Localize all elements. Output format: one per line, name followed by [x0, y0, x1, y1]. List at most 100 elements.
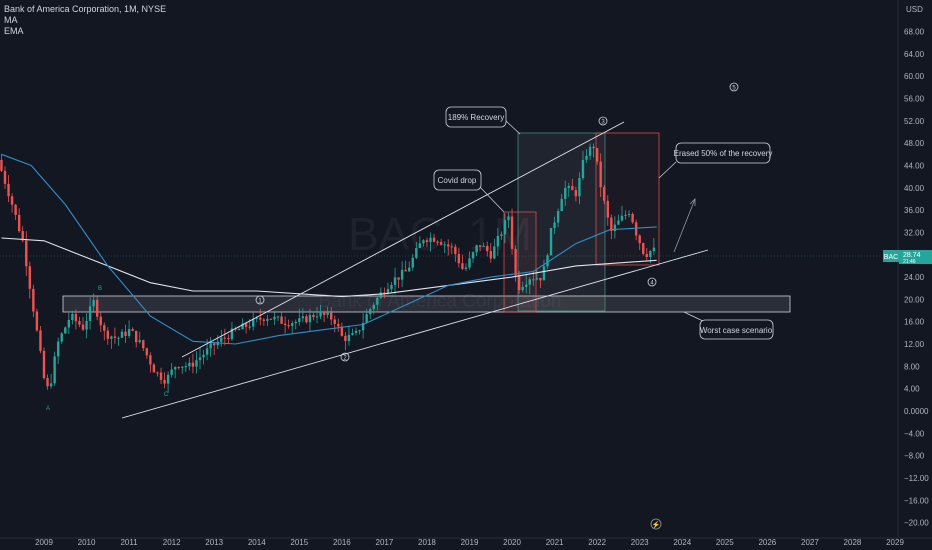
candle-body[interactable]: [213, 343, 216, 346]
candle-body[interactable]: [599, 161, 602, 188]
candle-body[interactable]: [39, 330, 42, 351]
candle-body[interactable]: [400, 269, 404, 280]
candle-body[interactable]: [319, 311, 322, 317]
candle-body[interactable]: [184, 366, 188, 368]
ema-indicator-label[interactable]: EMA: [4, 26, 24, 36]
last-price-tag[interactable]: BAC 28.74 21:46: [883, 250, 932, 265]
candle-body[interactable]: [312, 314, 315, 318]
candle-body[interactable]: [514, 248, 517, 276]
wave-label-1[interactable]: 1: [255, 295, 265, 305]
candle-body[interactable]: [35, 311, 39, 331]
candle-body[interactable]: [266, 318, 269, 321]
candle-body[interactable]: [181, 366, 184, 368]
candle-body[interactable]: [252, 318, 255, 327]
candle-body[interactable]: [432, 237, 436, 242]
candle-body[interactable]: [634, 222, 638, 236]
covid-drop-zone[interactable]: [503, 211, 537, 313]
candle-body[interactable]: [163, 379, 166, 384]
candle-body[interactable]: [642, 243, 645, 254]
candle-body[interactable]: [386, 288, 390, 294]
candle-body[interactable]: [28, 266, 32, 289]
candle-body[interactable]: [173, 367, 177, 370]
candle-body[interactable]: [429, 237, 432, 242]
candle-body[interactable]: [3, 170, 7, 184]
candle-body[interactable]: [564, 187, 567, 199]
candle-body[interactable]: [223, 337, 227, 339]
lower-trendline[interactable]: [121, 249, 709, 419]
candle-body[interactable]: [645, 253, 648, 258]
candle-body[interactable]: [585, 155, 588, 160]
candle-body[interactable]: [486, 245, 489, 252]
candle-body[interactable]: [315, 316, 319, 318]
candle-body[interactable]: [627, 214, 631, 216]
candle-body[interactable]: [7, 183, 10, 197]
candle-body[interactable]: [464, 267, 468, 269]
candle-body[interactable]: [110, 336, 113, 339]
candle-body[interactable]: [638, 235, 641, 244]
candle-body[interactable]: [354, 330, 358, 334]
candle-body[interactable]: [528, 279, 531, 285]
ma-line[interactable]: [1, 237, 657, 298]
candle-body[interactable]: [478, 245, 482, 247]
candle-body[interactable]: [549, 227, 553, 256]
candle-body[interactable]: [578, 178, 581, 197]
wave-letter-c[interactable]: C: [164, 392, 169, 398]
candle-body[interactable]: [344, 335, 347, 342]
candle-body[interactable]: [305, 316, 308, 323]
candle-body[interactable]: [546, 255, 549, 267]
candle-body[interactable]: [276, 316, 280, 318]
candle-body[interactable]: [425, 240, 429, 242]
candle-body[interactable]: [49, 383, 53, 387]
candle-body[interactable]: [156, 372, 159, 374]
candle-body[interactable]: [262, 319, 266, 321]
candle-body[interactable]: [120, 331, 124, 338]
candle-body[interactable]: [74, 313, 78, 322]
candle-body[interactable]: [92, 299, 95, 307]
candle-body[interactable]: [489, 251, 492, 259]
events-marker[interactable]: ⚡: [650, 518, 662, 530]
candle-body[interactable]: [376, 297, 379, 305]
candle-body[interactable]: [188, 362, 191, 367]
wave-letter-a[interactable]: A: [46, 406, 50, 412]
erased-recovery-zone[interactable]: [595, 132, 660, 266]
candle-body[interactable]: [468, 258, 471, 268]
candle-body[interactable]: [408, 267, 411, 272]
recovery-zone[interactable]: [517, 132, 606, 312]
candle-body[interactable]: [581, 159, 585, 179]
candle-body[interactable]: [397, 277, 400, 280]
candle-body[interactable]: [365, 314, 368, 323]
candle-body[interactable]: [149, 355, 152, 365]
candle-body[interactable]: [539, 278, 542, 281]
candle-body[interactable]: [606, 200, 609, 218]
candle-body[interactable]: [248, 326, 251, 328]
candle-body[interactable]: [411, 257, 414, 268]
candle-body[interactable]: [220, 337, 223, 342]
candle-body[interactable]: [117, 337, 120, 339]
candle-body[interactable]: [53, 356, 56, 384]
candle-body[interactable]: [624, 214, 627, 216]
candle-body[interactable]: [322, 311, 326, 315]
candle-body[interactable]: [330, 312, 333, 320]
candle-body[interactable]: [542, 266, 546, 281]
candle-body[interactable]: [369, 309, 372, 315]
covid-callout[interactable]: Covid drop: [433, 169, 482, 191]
candle-body[interactable]: [56, 341, 60, 357]
candle-body[interactable]: [390, 284, 393, 289]
symbol-title[interactable]: Bank of America Corporation, 1M, NYSE: [4, 4, 167, 14]
candle-body[interactable]: [447, 244, 450, 247]
candle-body[interactable]: [255, 317, 258, 319]
candle-body[interactable]: [500, 234, 503, 236]
candle-body[interactable]: [67, 320, 71, 328]
candle-body[interactable]: [198, 357, 202, 361]
candle-body[interactable]: [237, 329, 241, 331]
candle-body[interactable]: [99, 316, 102, 326]
candle-body[interactable]: [620, 215, 624, 221]
ema-line[interactable]: [1, 153, 657, 345]
candle-body[interactable]: [14, 204, 17, 215]
candle-body[interactable]: [358, 330, 361, 332]
time-axis[interactable]: 2009 2010 2011 2012 2013 2014 2015 2016 2017 2018…: [0, 537, 932, 547]
candle-body[interactable]: [595, 148, 599, 162]
candle-body[interactable]: [166, 374, 170, 384]
candle-body[interactable]: [88, 306, 92, 321]
